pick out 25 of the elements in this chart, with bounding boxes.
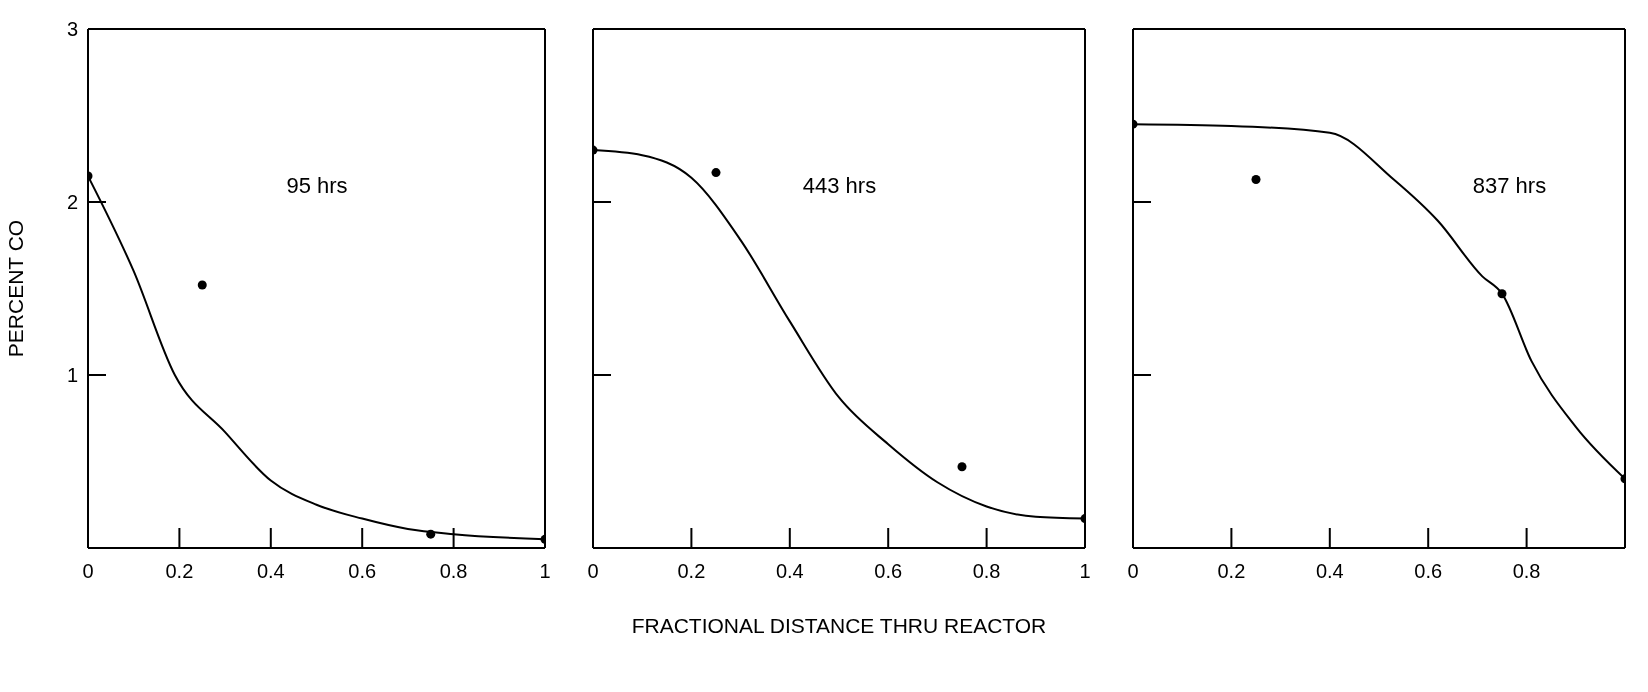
x-tick-label: 0.2 <box>677 560 706 583</box>
x-tick-label: 0.6 <box>348 560 377 583</box>
x-tick-label: 0 <box>82 560 94 583</box>
x-tick-label: 0.4 <box>256 560 285 583</box>
x-tick-label: 0.8 <box>1512 560 1541 583</box>
y-tick-label: 2 <box>66 191 78 214</box>
x-tick-label: 0 <box>1127 560 1139 583</box>
annotation: 837 hrs <box>1471 173 1548 199</box>
x-axis-title: FRACTIONAL DISTANCE THRU REACTOR <box>631 614 1047 637</box>
y-axis-title: PERCENT CO <box>4 219 28 358</box>
x-tick-label: 0.6 <box>1414 560 1443 583</box>
x-tick-label: 0.8 <box>972 560 1001 583</box>
y-tick-label: 3 <box>66 18 78 41</box>
x-tick-label: 0.4 <box>1315 560 1344 583</box>
x-tick-label: 1 <box>1079 560 1091 583</box>
x-tick-label: 1 <box>539 560 551 583</box>
x-tick-label: 0.8 <box>439 560 468 583</box>
annotation: 443 hrs <box>801 173 878 199</box>
x-tick-label: 0 <box>587 560 599 583</box>
y-tick-label: 1 <box>66 364 78 387</box>
x-tick-label: 0.4 <box>775 560 804 583</box>
x-tick-label: 0.2 <box>165 560 194 583</box>
annotation: 95 hrs <box>285 173 349 199</box>
x-tick-label: 0.6 <box>874 560 903 583</box>
x-tick-label: 0.2 <box>1217 560 1246 583</box>
